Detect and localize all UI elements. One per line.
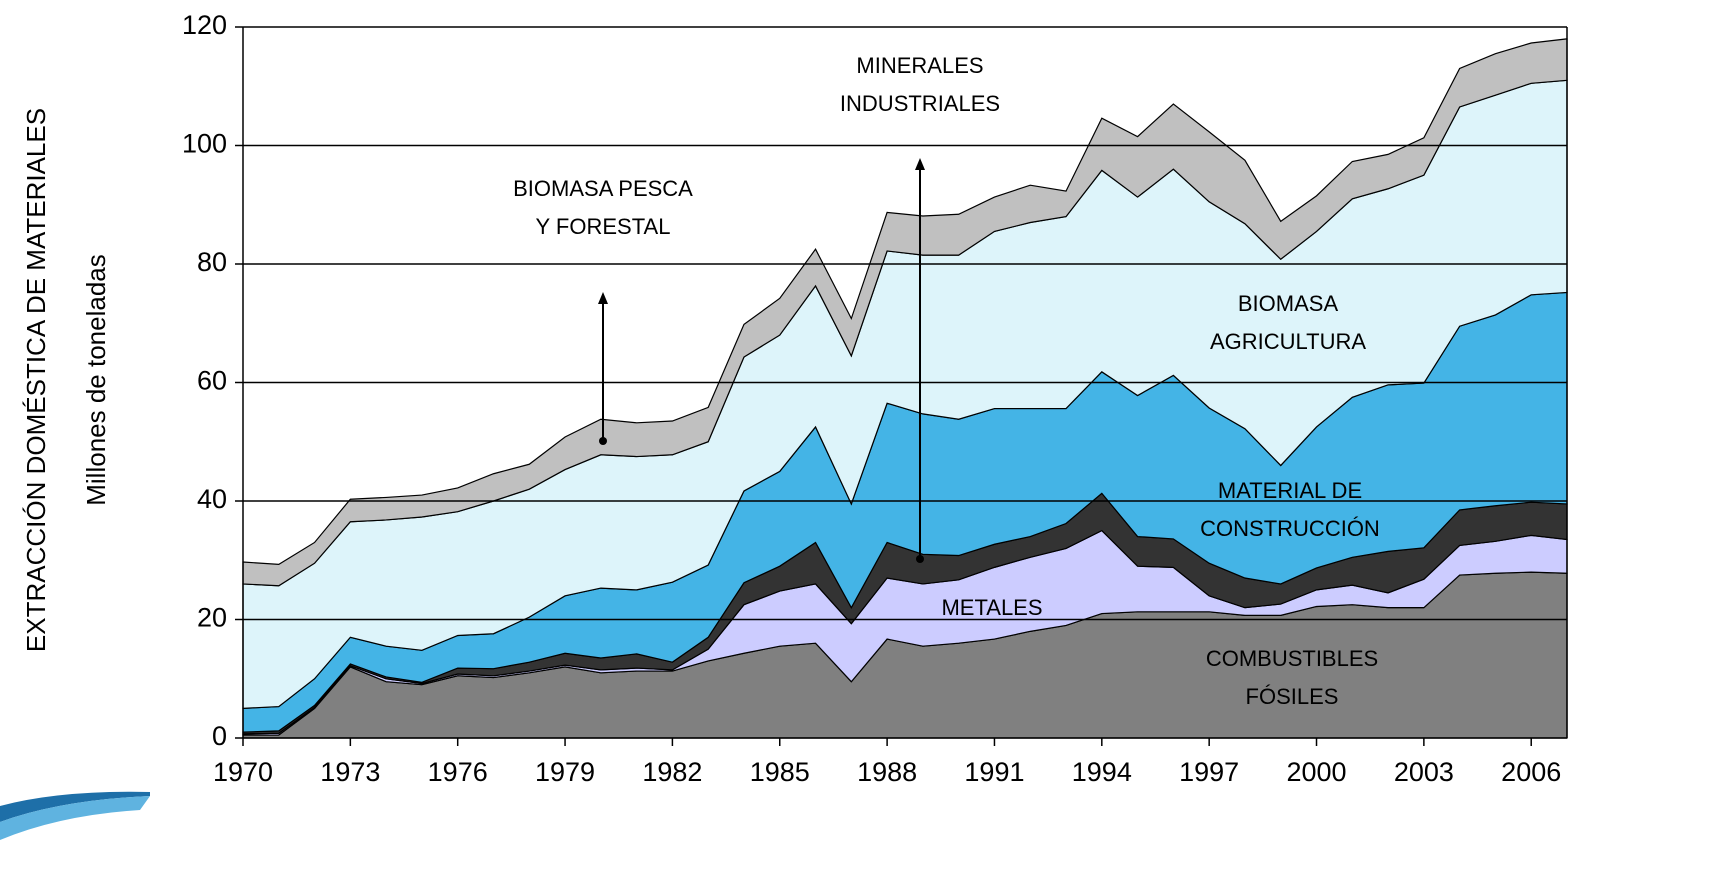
arrow-head bbox=[915, 158, 925, 170]
x-tick-label: 1985 bbox=[750, 757, 810, 787]
x-tick-label: 2000 bbox=[1286, 757, 1346, 787]
x-tick-label: 1994 bbox=[1072, 757, 1132, 787]
decor-swoosh bbox=[0, 796, 150, 840]
y-tick-label: 80 bbox=[197, 247, 227, 277]
y-axis-label: Millones de toneladas bbox=[81, 254, 111, 506]
area-label: Y FORESTAL bbox=[536, 214, 671, 239]
y-tick-label: 120 bbox=[182, 10, 227, 40]
x-tick-label: 1979 bbox=[535, 757, 595, 787]
area-label: MATERIAL DE bbox=[1218, 478, 1362, 503]
y-tick-label: 40 bbox=[197, 484, 227, 514]
area-label: CONSTRUCCIÓN bbox=[1200, 516, 1380, 541]
x-tick-label: 1991 bbox=[964, 757, 1024, 787]
area-label: AGRICULTURA bbox=[1210, 329, 1366, 354]
arrow-dot bbox=[599, 437, 607, 445]
y-axis-label: EXTRACCIÓN DOMÉSTICA DE MATERIALES bbox=[21, 108, 51, 652]
area-label: COMBUSTIBLES bbox=[1206, 646, 1378, 671]
decor-swoosh bbox=[0, 791, 150, 822]
x-tick-label: 1973 bbox=[320, 757, 380, 787]
x-tick-label: 1976 bbox=[428, 757, 488, 787]
x-tick-label: 2003 bbox=[1394, 757, 1454, 787]
y-tick-label: 100 bbox=[182, 129, 227, 159]
area-label: INDUSTRIALES bbox=[840, 91, 1000, 116]
area-label: METALES bbox=[941, 595, 1042, 620]
area-label: FÓSILES bbox=[1246, 684, 1339, 709]
x-tick-label: 2006 bbox=[1501, 757, 1561, 787]
x-tick-label: 1982 bbox=[642, 757, 702, 787]
area-label: MINERALES bbox=[856, 53, 983, 78]
y-tick-label: 0 bbox=[212, 721, 227, 751]
arrow-head bbox=[598, 292, 608, 304]
arrow-dot bbox=[916, 555, 924, 563]
y-tick-label: 60 bbox=[197, 366, 227, 396]
x-tick-label: 1970 bbox=[213, 757, 273, 787]
x-tick-label: 1988 bbox=[857, 757, 917, 787]
y-tick-label: 20 bbox=[197, 603, 227, 633]
area-label: BIOMASA bbox=[1238, 291, 1339, 316]
area-label: BIOMASA PESCA bbox=[513, 176, 693, 201]
x-tick-label: 1997 bbox=[1179, 757, 1239, 787]
